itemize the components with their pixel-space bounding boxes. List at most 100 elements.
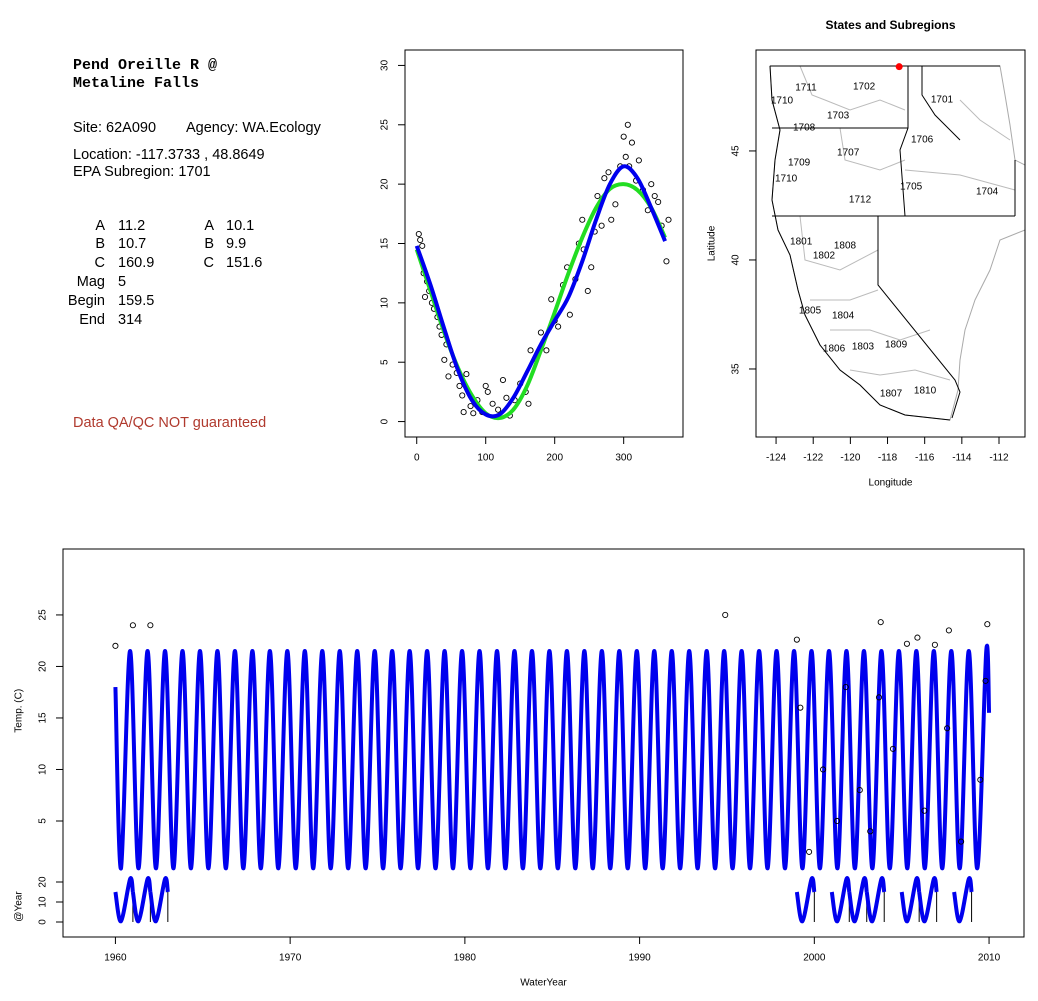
data-point <box>665 216 672 223</box>
region-label: 1710 <box>771 96 794 107</box>
y-tick-label: 15 <box>38 712 49 724</box>
x-tick-label: -124 <box>766 453 786 464</box>
fit-line <box>113 876 135 924</box>
x-tick-label: 1980 <box>454 953 477 964</box>
data-point <box>651 192 658 200</box>
param-label: Begin <box>68 293 105 309</box>
data-point <box>921 807 928 814</box>
region-label: 1711 <box>795 83 817 94</box>
region-label: 1804 <box>832 311 855 322</box>
data-point <box>889 745 897 752</box>
region-label: 1802 <box>813 251 836 262</box>
x-tick-label: 1960 <box>104 953 127 964</box>
data-point <box>984 621 991 628</box>
data-point <box>877 619 884 626</box>
map-outline <box>769 65 1026 421</box>
data-point <box>537 329 544 336</box>
x-tick-label: -112 <box>989 453 1009 464</box>
data-point <box>945 627 952 634</box>
data-point <box>903 640 910 647</box>
data-point <box>415 230 422 238</box>
y-tick-label: 20 <box>38 876 49 888</box>
fit-line <box>130 876 153 924</box>
data-point <box>419 242 426 249</box>
fit-line <box>917 876 939 924</box>
data-point <box>456 382 463 390</box>
param-value: 10.7 <box>118 236 146 252</box>
data-point <box>548 296 555 303</box>
data-point <box>460 409 467 416</box>
fit-line <box>794 876 817 924</box>
plot-frame <box>404 49 684 438</box>
region-label: 1707 <box>837 148 860 159</box>
y-tick-label: 10 <box>380 297 391 309</box>
x-tick-label: 1990 <box>628 953 651 964</box>
data-point <box>655 198 662 206</box>
y-axis-label: Temp. (C) <box>14 689 25 733</box>
x-tick-label: 300 <box>615 453 632 464</box>
data-point <box>622 153 629 160</box>
subregion-borders <box>799 65 1016 381</box>
site-marker <box>895 63 903 71</box>
y-tick-label: 30 <box>380 59 391 71</box>
y-tick-label: 0 <box>38 919 49 925</box>
data-point <box>806 848 813 855</box>
region-label: 1712 <box>849 195 872 206</box>
y-tick-label: 20 <box>38 660 49 672</box>
site-title: Pend Oreille R @ <box>73 57 217 74</box>
data-point <box>441 356 448 363</box>
data-point <box>605 169 612 176</box>
region-label: 1810 <box>914 386 937 397</box>
param-value: 5 <box>118 274 126 290</box>
data-point <box>147 622 154 629</box>
param-value: 9.9 <box>226 236 246 252</box>
data-point <box>463 371 470 378</box>
data-point <box>470 410 477 417</box>
fit-line <box>864 876 887 924</box>
data-point <box>129 622 136 629</box>
y-tick-label: 25 <box>380 119 391 131</box>
param-value: 314 <box>118 312 142 328</box>
data-point <box>543 347 550 354</box>
data-point <box>482 382 489 390</box>
data-point <box>648 181 655 188</box>
param-value: 11.2 <box>118 218 145 234</box>
x-tick-label: 1970 <box>279 953 302 964</box>
data-point <box>856 787 863 794</box>
data-point <box>417 236 424 243</box>
y-tick-label: 15 <box>380 238 391 250</box>
state-borders <box>769 65 1016 421</box>
param-value: 151.6 <box>226 255 262 271</box>
fit-line <box>414 182 667 421</box>
data-point <box>484 388 491 395</box>
data-point <box>608 216 615 223</box>
parameter-table: A 11.2 A 10.1 B 10.7 B 9.9 C 160.9 C 151.6 Mag 5 Begin… <box>68 218 262 328</box>
data-point <box>598 222 605 229</box>
data-point <box>635 157 642 164</box>
plot-frame <box>62 548 1025 938</box>
fit-line <box>414 164 667 419</box>
data-point <box>459 392 466 399</box>
x-tick-label: -114 <box>952 453 972 464</box>
param-label: A <box>204 218 214 234</box>
data-point <box>977 776 984 783</box>
x-tick-label: 0 <box>414 453 420 464</box>
region-label: 1701 <box>931 95 954 106</box>
param-label: B <box>204 236 214 252</box>
data-point <box>820 766 827 773</box>
data-point <box>842 684 849 691</box>
data-point <box>527 347 534 354</box>
region-label: 1801 <box>790 237 813 248</box>
data-point <box>525 400 532 407</box>
region-label: 1703 <box>827 110 850 121</box>
data-point <box>555 323 562 330</box>
data-point <box>579 216 586 223</box>
x-axis-label: Longitude <box>869 478 913 489</box>
x-tick-label: -122 <box>803 453 823 464</box>
plot-frame <box>755 49 1026 438</box>
data-point <box>601 175 608 182</box>
y-tick-label: 10 <box>38 763 49 775</box>
x-tick-label: 200 <box>546 453 563 464</box>
x-tick-label: 100 <box>477 453 494 464</box>
